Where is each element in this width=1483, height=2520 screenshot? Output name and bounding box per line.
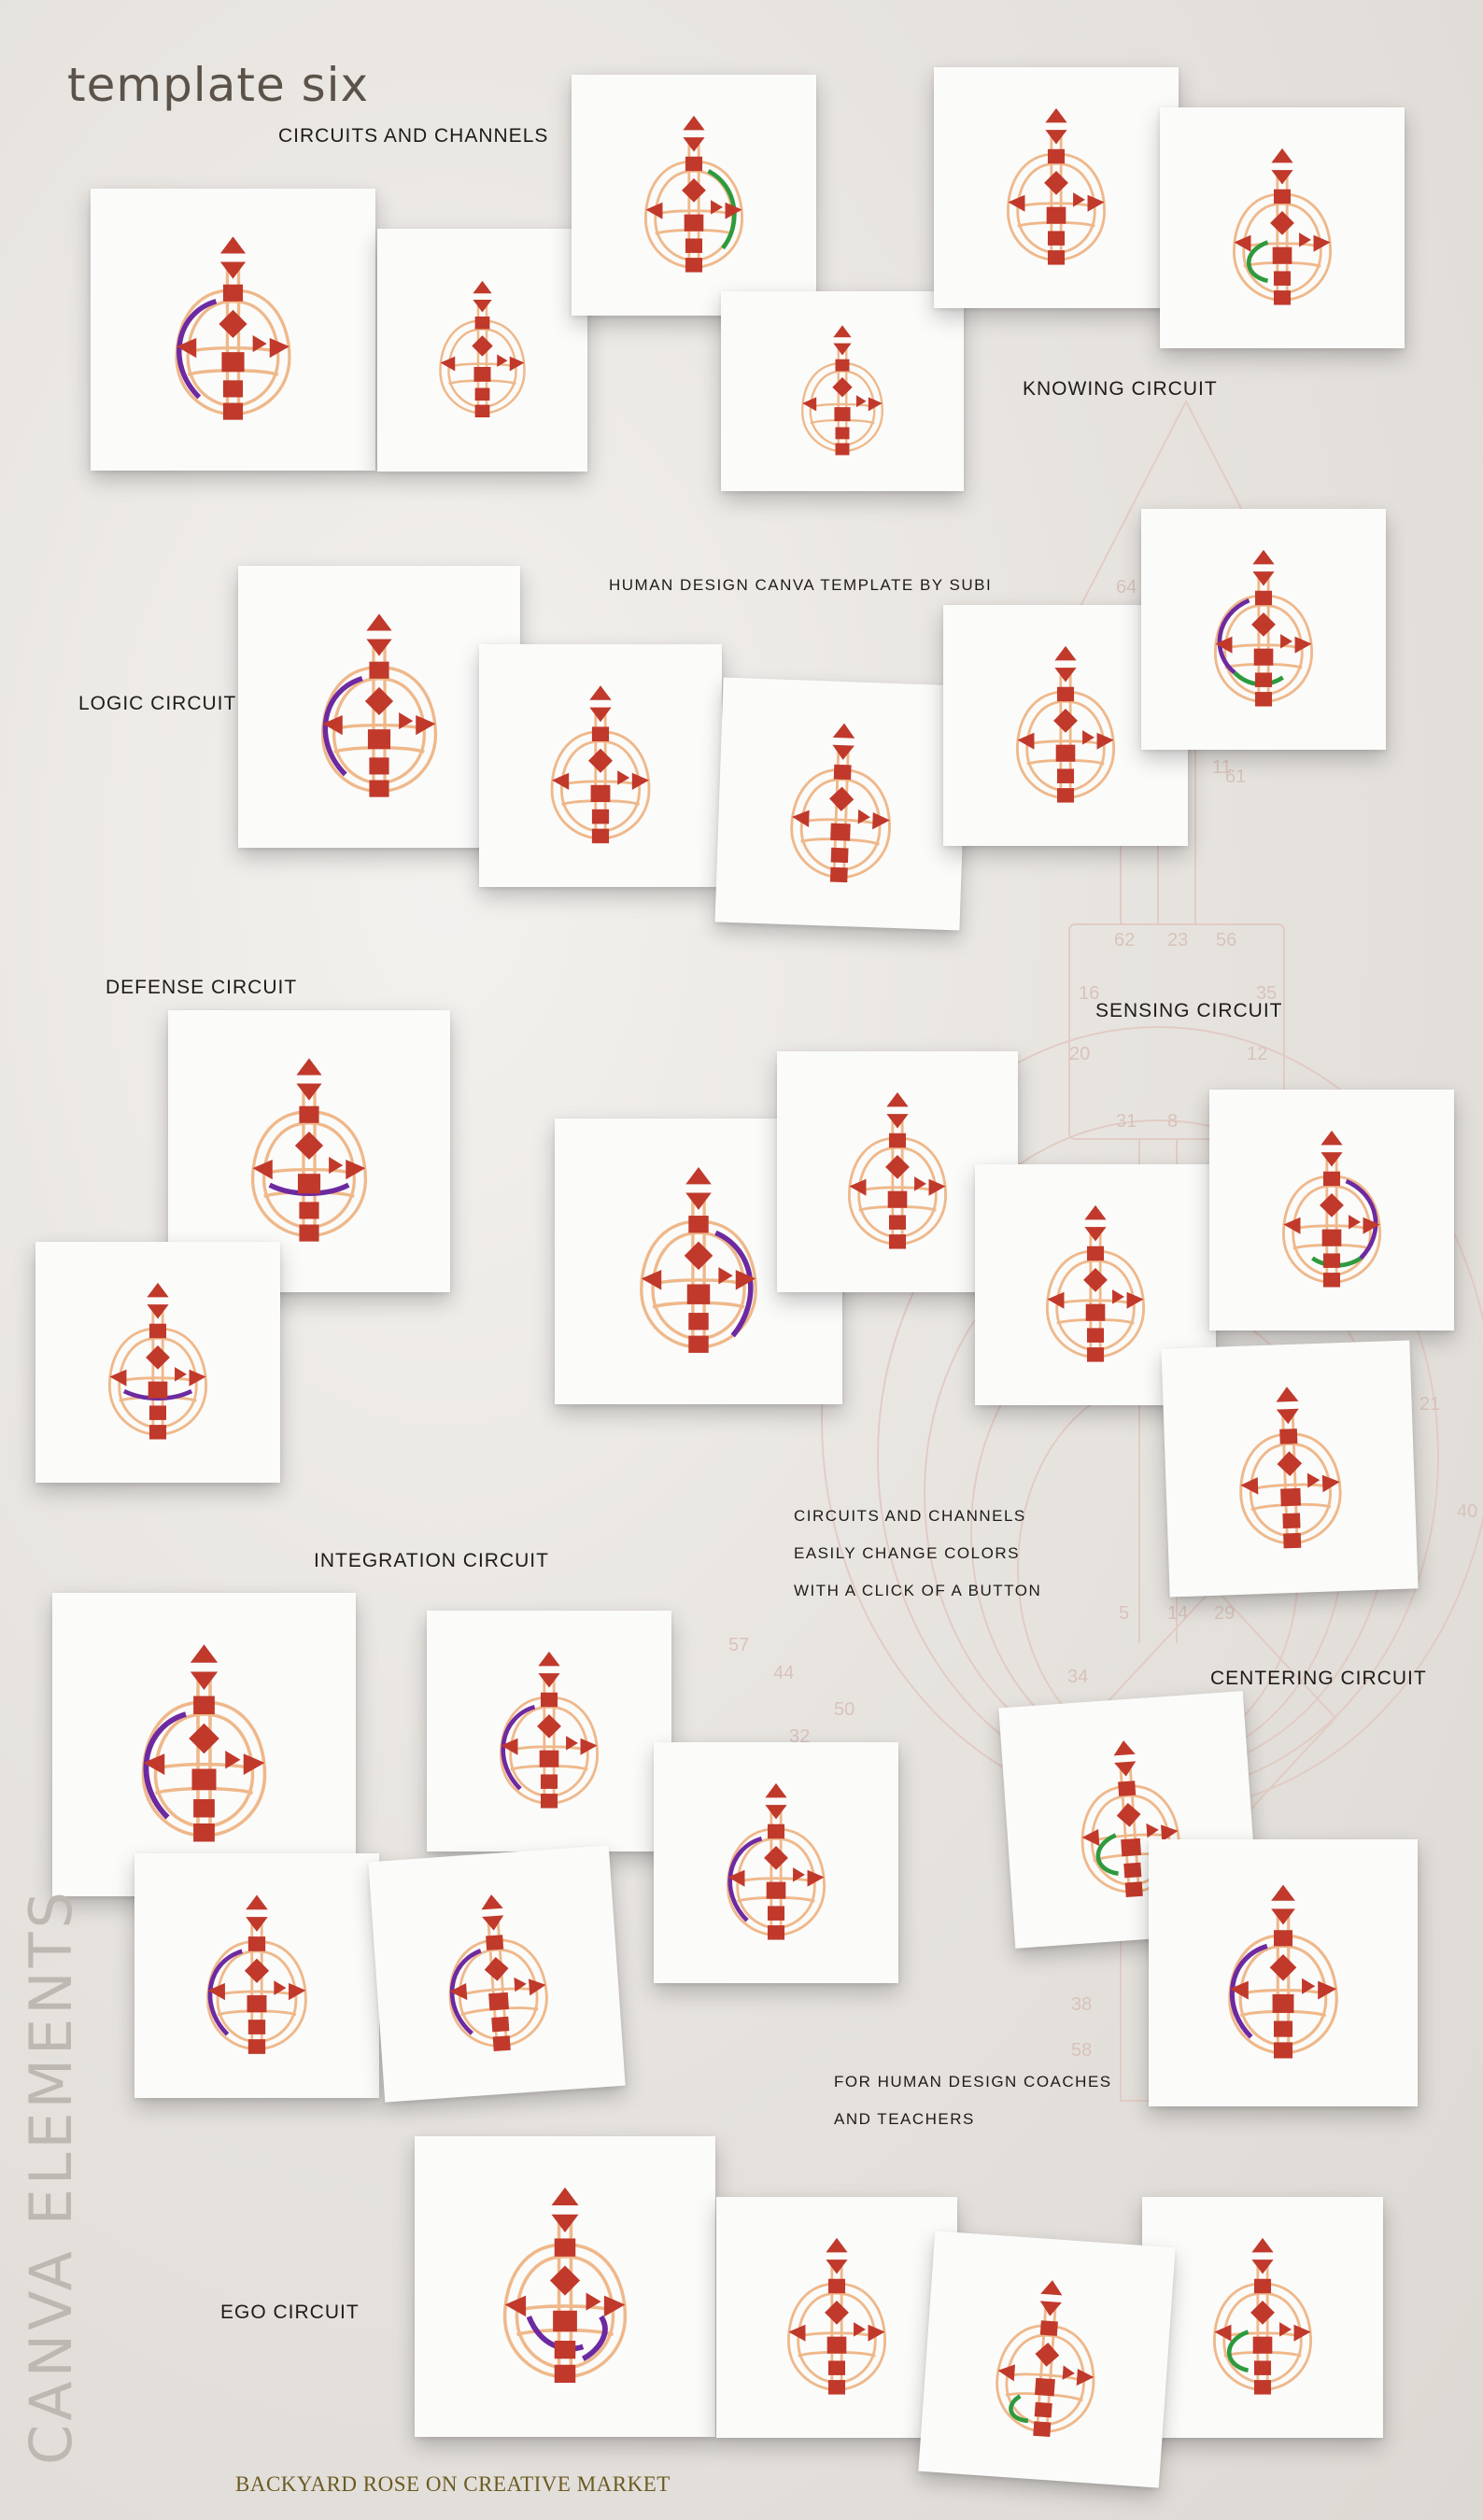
background-gate-number: 61 <box>1225 767 1246 787</box>
canva-elements-side-label: CANVA ELEMENTS <box>17 1888 85 2465</box>
bodygraph-chart <box>1232 148 1333 305</box>
background-gate-number: 8 <box>1167 1111 1178 1132</box>
background-gate-number: 62 <box>1114 930 1135 950</box>
bodygraph-card[interactable] <box>1141 509 1386 750</box>
background-gate-number: 57 <box>728 1635 749 1655</box>
background-gate-number: 31 <box>1116 1111 1137 1132</box>
background-gate-number: 20 <box>1069 1044 1090 1064</box>
bodygraph-chart <box>499 1651 600 1809</box>
page-title: template six <box>67 58 370 112</box>
bodygraph-card[interactable] <box>918 2231 1176 2488</box>
bodygraph-card[interactable] <box>238 566 520 848</box>
bodygraph-chart <box>640 1167 757 1353</box>
bodygraph-card[interactable] <box>35 1242 280 1483</box>
bodygraph-card[interactable] <box>134 1853 379 2098</box>
bodygraph-card[interactable] <box>716 2197 957 2438</box>
audience-line-2: AND TEACHERS <box>834 2110 975 2128</box>
bodygraph-chart <box>1212 2237 1313 2395</box>
background-gate-number: 12 <box>1247 1044 1267 1064</box>
knowing-circuit-label: KNOWING CIRCUIT <box>1023 378 1218 400</box>
bodygraph-card[interactable] <box>714 677 968 931</box>
bodygraph-card[interactable] <box>1149 1839 1418 2106</box>
circuits-and-channels-heading: CIRCUITS AND CHANNELS <box>278 125 549 147</box>
bodygraph-chart <box>801 325 883 456</box>
bodygraph-chart <box>175 236 291 420</box>
bodygraph-chart <box>1213 549 1314 707</box>
bodygraph-chart <box>206 1894 307 2054</box>
background-gate-number: 38 <box>1071 1994 1092 2015</box>
ego-circuit-label: EGO CIRCUIT <box>220 2302 360 2323</box>
bodygraph-card[interactable] <box>415 2136 715 2437</box>
integration-circuit-label: INTEGRATION CIRCUIT <box>314 1550 549 1571</box>
bodygraph-chart <box>1045 1204 1146 1362</box>
bodygraph-chart <box>1080 1740 1180 1897</box>
background-gate-number: 44 <box>773 1663 794 1683</box>
defense-circuit-label: DEFENSE CIRCUIT <box>106 977 298 998</box>
background-gate-number: 34 <box>1067 1667 1088 1687</box>
bodygraph-card[interactable] <box>427 1611 671 1851</box>
bodygraph-chart <box>996 2280 1095 2437</box>
centering-circuit-label: CENTERING CIRCUIT <box>1210 1668 1427 1689</box>
background-gate-number: 21 <box>1419 1394 1440 1415</box>
footer-credit: BACKYARD ROSE ON CREATIVE MARKET <box>235 2472 671 2496</box>
audience-line-1: FOR HUMAN DESIGN COACHES <box>834 2073 1112 2091</box>
background-gate-number: 50 <box>834 1699 854 1720</box>
bodygraph-chart <box>1006 107 1107 265</box>
bodygraph-chart <box>320 613 438 797</box>
bodygraph-chart <box>107 1282 208 1440</box>
feature-line-2: EASILY CHANGE COLORS <box>794 1544 1020 1562</box>
bodygraph-card[interactable] <box>721 291 964 491</box>
bodygraph-chart <box>141 1644 267 1842</box>
background-gate-number: 11 <box>1212 757 1232 778</box>
background-gate-number: 58 <box>1071 2040 1092 2061</box>
bodygraph-chart <box>847 1091 948 1249</box>
bodygraph-card[interactable] <box>998 1691 1260 1949</box>
bodygraph-card[interactable] <box>1142 2197 1383 2438</box>
background-gate-number: 56 <box>1216 930 1236 950</box>
bodygraph-chart <box>448 1894 548 2051</box>
bodygraph-chart <box>550 685 651 844</box>
bodygraph-card[interactable] <box>1209 1090 1454 1330</box>
sensing-circuit-label: SENSING CIRCUIT <box>1095 1000 1283 1021</box>
bodygraph-chart <box>1228 1884 1338 2059</box>
bodygraph-card[interactable] <box>479 644 722 887</box>
background-gate-number: 23 <box>1167 930 1188 950</box>
bodygraph-chart <box>643 115 744 273</box>
bodygraph-chart <box>250 1058 368 1242</box>
bodygraph-card[interactable] <box>368 1845 626 2103</box>
bodygraph-chart <box>1281 1130 1382 1288</box>
logic-circuit-label: LOGIC CIRCUIT <box>78 693 237 714</box>
background-gate-number: 5 <box>1119 1603 1129 1624</box>
template-credit: HUMAN DESIGN CANVA TEMPLATE BY SUBI <box>609 576 993 594</box>
bodygraph-card[interactable] <box>52 1593 356 1896</box>
bodygraph-chart <box>726 1782 826 1940</box>
background-gate-number: 40 <box>1457 1501 1477 1522</box>
bodygraph-chart <box>790 723 891 883</box>
bodygraph-card[interactable] <box>91 189 375 471</box>
bodygraph-card[interactable] <box>654 1742 898 1983</box>
background-gate-number: 64 <box>1116 577 1137 598</box>
bodygraph-chart <box>502 2187 628 2384</box>
background-gate-number: 29 <box>1214 1603 1235 1624</box>
bodygraph-card[interactable] <box>1160 107 1405 348</box>
background-gate-number: 14 <box>1167 1603 1188 1624</box>
bodygraph-chart <box>1239 1387 1342 1549</box>
bodygraph-card[interactable] <box>572 75 816 316</box>
feature-line-1: CIRCUITS AND CHANNELS <box>794 1507 1026 1525</box>
bodygraph-chart <box>786 2237 887 2395</box>
bodygraph-chart <box>439 280 526 417</box>
bodygraph-card[interactable] <box>377 229 587 472</box>
bodygraph-card[interactable] <box>1161 1340 1419 1598</box>
bodygraph-chart <box>1015 645 1116 803</box>
feature-line-3: WITH A CLICK OF A BUTTON <box>794 1582 1042 1599</box>
bodygraph-card[interactable] <box>934 67 1179 308</box>
